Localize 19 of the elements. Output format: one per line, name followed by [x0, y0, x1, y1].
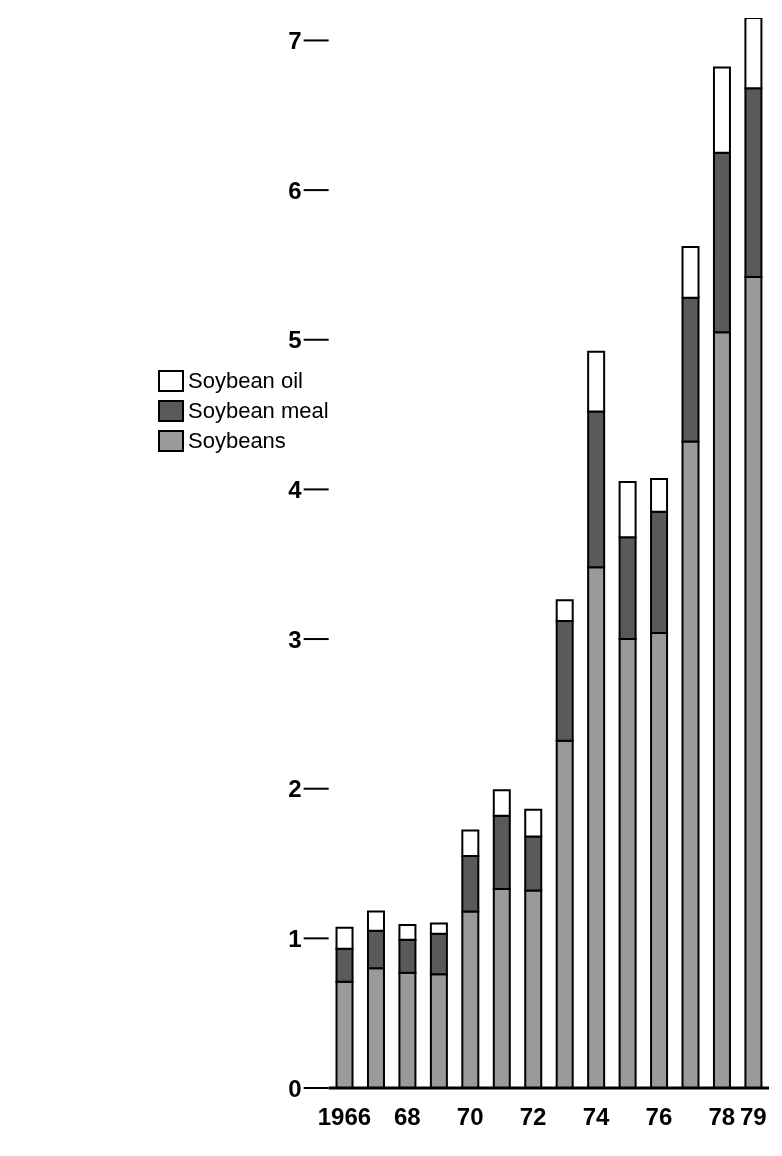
y-tick-label: 4 — [288, 475, 303, 503]
legend-label: Soybean meal — [188, 398, 329, 424]
x-tick-label: 78 — [708, 1103, 736, 1131]
x-tick-label: 70 — [456, 1103, 484, 1131]
x-tick-label: 1966 — [317, 1103, 372, 1131]
y-tick-label: 1 — [288, 924, 302, 952]
y-tick-label: 3 — [288, 625, 302, 653]
legend-label: Soybeans — [188, 428, 286, 454]
y-tick-label: 2 — [288, 775, 302, 803]
x-tick-label: 79 — [739, 1103, 767, 1131]
legend-label: Soybean oil — [188, 368, 303, 394]
y-tick-label: 7 — [288, 26, 302, 54]
y-tick-label: 6 — [288, 176, 302, 204]
y-tick-label: 0 — [288, 1074, 302, 1102]
x-tick-label: 72 — [519, 1103, 547, 1131]
y-tick-label: 5 — [288, 326, 302, 354]
x-tick-label: 74 — [582, 1103, 610, 1131]
x-tick-label: 68 — [393, 1103, 421, 1131]
x-tick-label: 76 — [645, 1103, 673, 1131]
